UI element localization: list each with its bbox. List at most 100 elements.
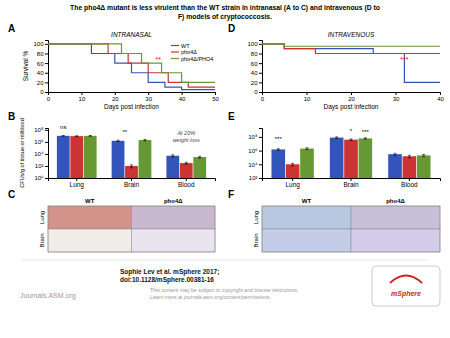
x-tick: 40 xyxy=(179,92,186,102)
y-tick: 0 xyxy=(254,89,262,95)
x-tick: 20 xyxy=(112,92,119,102)
y-tick-mark xyxy=(45,44,48,45)
error-bar-cap xyxy=(291,165,294,166)
y-tick: 10⁰ xyxy=(34,175,48,181)
panel-label: D xyxy=(228,23,235,34)
figure-title: The pho4Δ mutant is less virulent than t… xyxy=(70,4,380,21)
frame xyxy=(262,206,440,252)
bar xyxy=(139,140,152,178)
error-bar xyxy=(75,135,78,137)
x-axis: 010203040 xyxy=(261,92,445,102)
footer-author-line: Sophie Lev et al. mSphere 2017; xyxy=(120,268,219,276)
x-tick-label: 20 xyxy=(348,96,355,102)
error-bar-cap xyxy=(185,164,188,165)
error-bar-cap xyxy=(75,135,78,136)
error-bar-cap xyxy=(364,137,367,138)
error-bar-cap xyxy=(62,136,65,137)
x-axis-line xyxy=(263,93,441,96)
survival-line xyxy=(262,44,440,54)
error-bar-cap xyxy=(364,139,367,140)
error-bar-stem xyxy=(172,155,173,157)
logo-arc xyxy=(390,276,422,284)
error-bar-cap xyxy=(130,167,133,168)
error-bar xyxy=(305,148,308,150)
panel: LungBrainBlood10⁰10²10⁴10⁶10⁸ns**At 20%w… xyxy=(19,118,216,189)
error-bar-cap xyxy=(171,154,174,155)
y-tick-mark xyxy=(45,63,48,64)
y-axis: 10²10⁴10⁶10⁸ xyxy=(248,129,262,182)
y-tick-mark xyxy=(259,44,262,45)
panel-label: A xyxy=(8,23,15,34)
x-tick-label: 40 xyxy=(437,96,444,102)
error-bar-cap xyxy=(305,149,308,150)
error-bar-stem xyxy=(351,139,352,141)
y-tick-label: 10⁶ xyxy=(248,148,258,154)
legend-item: WT xyxy=(171,43,190,49)
panel-label: C xyxy=(8,189,15,200)
footer-journal: Journals.ASM.org xyxy=(20,292,76,300)
logo: mSphere xyxy=(372,266,440,306)
column-label: WT xyxy=(302,198,312,204)
y-tick: 60 xyxy=(251,61,262,67)
error-bar-cap xyxy=(143,140,146,141)
error-bar xyxy=(185,162,188,164)
y-tick: 20 xyxy=(37,80,48,86)
panel: 01020304050020406080100**WTpho4Δpho4Δ/PH… xyxy=(22,31,219,111)
y-tick: 0 xyxy=(40,89,48,95)
note-line: weight loss xyxy=(173,137,200,143)
x-tick-label: 50 xyxy=(212,96,219,102)
note: At 20%weight loss xyxy=(173,130,200,143)
error-bar xyxy=(277,149,280,151)
x-tick-mark xyxy=(182,92,183,95)
y-tick-mark xyxy=(259,178,262,179)
error-bar-stem xyxy=(186,162,187,164)
note-line: At 20% xyxy=(176,130,195,136)
column-label: WT xyxy=(85,198,95,204)
x-tick: 30 xyxy=(145,92,152,102)
plot-area xyxy=(271,137,430,178)
error-bar-cap xyxy=(89,136,92,137)
legend-swatch xyxy=(171,51,179,52)
survival-line xyxy=(262,44,440,46)
x-tick: Brain xyxy=(343,178,359,188)
column-label: pho4Δ xyxy=(386,198,405,204)
x-tick-label: Blood xyxy=(401,181,418,188)
row-label: Lung xyxy=(253,211,259,224)
x-axis-title: Days post infection xyxy=(104,103,159,111)
y-tick-label: 80 xyxy=(251,51,258,57)
x-tick: Lung xyxy=(70,178,85,189)
y-tick-label: 0 xyxy=(254,89,258,95)
bar xyxy=(300,149,314,178)
y-tick-mark xyxy=(259,82,262,83)
row-label: Brain xyxy=(253,233,259,247)
error-bar-cap xyxy=(277,148,280,149)
image-cell xyxy=(132,206,216,229)
error-bar-stem xyxy=(409,155,410,158)
row-label: Lung xyxy=(39,211,45,224)
x-tick-label: Brain xyxy=(343,181,359,188)
y-tick-label: 100 xyxy=(247,41,258,47)
image-cell xyxy=(132,229,216,252)
error-bar-cap xyxy=(117,140,120,141)
y-tick-label: 10⁰ xyxy=(34,175,44,181)
error-bar xyxy=(364,138,367,140)
y-axis: 10⁰10²10⁴10⁶10⁸ xyxy=(34,127,48,181)
error-bar-cap xyxy=(89,135,92,136)
x-tick: 0 xyxy=(47,92,51,102)
plot-area xyxy=(48,44,215,90)
y-tick-mark xyxy=(259,63,262,64)
y-tick-mark xyxy=(45,92,48,93)
x-tick-label: Blood xyxy=(178,181,195,188)
x-tick-label: 20 xyxy=(112,96,119,102)
error-bar-cap xyxy=(335,138,338,139)
y-tick: 40 xyxy=(37,70,48,76)
error-bar-cap xyxy=(185,162,188,163)
frame xyxy=(48,206,215,252)
y-tick: 20 xyxy=(251,80,262,86)
legend: WTpho4Δpho4Δ/PHO4 xyxy=(171,43,213,62)
bar xyxy=(84,136,97,178)
figure: The pho4Δ mutant is less virulent than t… xyxy=(0,0,450,338)
y-tick-mark xyxy=(259,164,262,165)
y-axis-line xyxy=(259,129,263,179)
y-tick: 10² xyxy=(35,163,48,169)
